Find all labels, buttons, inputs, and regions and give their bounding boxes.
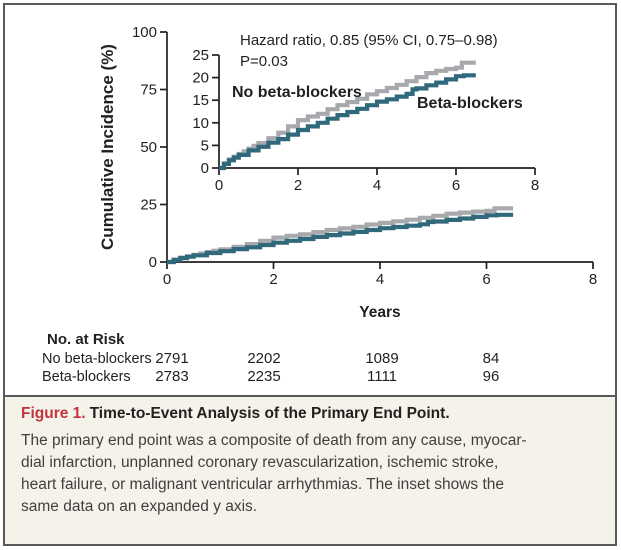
p-value-annotation: P=0.03 bbox=[240, 53, 288, 70]
inset-y-tick-label: 0 bbox=[201, 160, 209, 177]
main-y-tick-label: 25 bbox=[140, 197, 157, 214]
inset-y-tick-label: 5 bbox=[201, 137, 209, 154]
inset-y-tick-label: 15 bbox=[192, 92, 209, 109]
figure-number-label: Figure 1. bbox=[21, 405, 86, 422]
main-y-tick-label: 100 bbox=[132, 24, 157, 41]
axes-and-curves: 0 2 4 6 8 0 25 50 75 100 0 2 4 6 8 0 5 10 15 20 25 bbox=[132, 24, 597, 288]
hazard-ratio-annotation: Hazard ratio, 0.85 (95% CI, 0.75–0.98) bbox=[240, 32, 498, 49]
inset-x-tick-label: 2 bbox=[294, 177, 302, 194]
inset-y-tick-label: 25 bbox=[192, 47, 209, 64]
inset-x-tick-label: 8 bbox=[531, 177, 539, 194]
y-axis-title: Cumulative Incidence (%) bbox=[98, 44, 117, 250]
main-y-tick-label: 50 bbox=[140, 139, 157, 156]
main-x-tick-label: 2 bbox=[269, 271, 277, 288]
inset-curve-beta-blockers bbox=[219, 73, 476, 171]
risk-count: 2791 bbox=[155, 350, 188, 367]
x-axis-title: Years bbox=[359, 304, 400, 321]
caption-line: dial infarction, unplanned coronary reva… bbox=[21, 454, 499, 471]
main-y-tick-label: 0 bbox=[149, 254, 157, 271]
risk-row-label-beta-blockers: Beta-blockers bbox=[42, 369, 131, 385]
risk-count: 2235 bbox=[247, 368, 280, 385]
risk-count: 2783 bbox=[155, 368, 188, 385]
inset-x-tick-label: 4 bbox=[373, 177, 381, 194]
caption-title: Figure 1. Time-to-Event Analysis of the P… bbox=[21, 405, 599, 423]
risk-count: 1089 bbox=[365, 350, 398, 367]
risk-count: 84 bbox=[483, 350, 500, 367]
main-x-tick-label: 8 bbox=[589, 271, 597, 288]
risk-count: 96 bbox=[483, 368, 500, 385]
risk-count: 1111 bbox=[367, 368, 397, 385]
inset-y-tick-label: 20 bbox=[192, 70, 209, 87]
risk-table-title: No. at Risk bbox=[47, 331, 125, 348]
main-x-tick-label: 6 bbox=[482, 271, 490, 288]
risk-row-label-no-beta-blockers: No beta-blockers bbox=[42, 351, 152, 367]
series-label-beta-blockers: Beta-blockers bbox=[417, 95, 523, 112]
main-x-tick-label: 4 bbox=[376, 271, 384, 288]
figure-caption: Figure 1. Time-to-Event Analysis of the P… bbox=[5, 395, 615, 544]
risk-count: 2202 bbox=[247, 350, 280, 367]
inset-curve-no-beta-blockers bbox=[219, 60, 476, 171]
time-to-event-chart: 0 2 4 6 8 0 25 50 75 100 0 2 4 6 8 0 5 10 15 20 25 Cumulativ… bbox=[42, 24, 597, 385]
main-x-tick-label: 0 bbox=[163, 271, 171, 288]
main-y-tick-label: 75 bbox=[140, 82, 157, 99]
inset-x-tick-label: 0 bbox=[215, 177, 223, 194]
series-label-no-beta-blockers: No beta-blockers bbox=[232, 84, 362, 101]
caption-line: heart failure, or malignant ventricular … bbox=[21, 476, 505, 493]
inset-y-tick-label: 10 bbox=[192, 115, 209, 132]
caption-line: The primary end point was a composite of… bbox=[21, 432, 527, 449]
caption-title-text: Time-to-Event Analysis of the Primary En… bbox=[89, 405, 450, 422]
main-curve-beta-blockers bbox=[167, 212, 514, 265]
caption-body: The primary end point was a composite of… bbox=[21, 430, 599, 518]
caption-line: same data on an expanded y axis. bbox=[21, 498, 258, 515]
inset-x-tick-label: 6 bbox=[452, 177, 460, 194]
